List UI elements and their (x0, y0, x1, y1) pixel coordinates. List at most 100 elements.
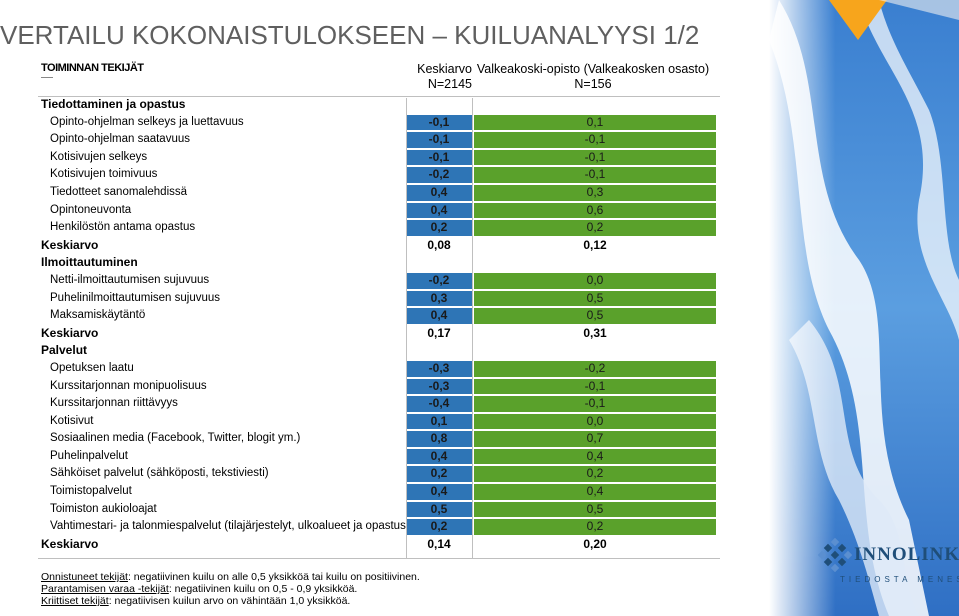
average-value-cell: 0,2 (406, 220, 472, 236)
average-value-cell: -0,1 (406, 132, 472, 148)
average-value-cell: -0,3 (406, 360, 472, 377)
table-row: Kurssitarjonnan riittävyys -0,4 -0,1 (38, 395, 720, 413)
row-label: Keskiarvo (41, 536, 99, 551)
table-row: Opintoneuvonta 0,4 0,6 (38, 202, 720, 220)
row-label: Opinto-ohjelman saatavuus (50, 133, 190, 146)
legend-term: Kriittiset tekijät (41, 595, 109, 607)
row-label: Keskiarvo (41, 237, 99, 252)
table-row: Sosiaalinen media (Facebook, Twitter, bl… (38, 430, 720, 448)
section-row: Palvelut (38, 342, 720, 360)
average-value-cell: -0,1 (406, 114, 472, 131)
page-title: VERTAILU KOKONAISTULOKSEEN – KUILUANALYY… (0, 20, 700, 50)
average-value-cell: 0,4 (406, 202, 472, 219)
legend-term: Parantamisen varaa -tekijät (41, 583, 169, 595)
institution-value-cell: 0,5 (474, 290, 716, 307)
institution-value-cell: 0,31 (583, 325, 607, 340)
row-label: Opetuksen laatu (50, 361, 134, 374)
table-row: Opinto-ohjelman selkeys ja luettavuus -0,… (38, 114, 720, 132)
row-label: Kotisivujen toimivuus (50, 168, 158, 181)
average-value-cell: 0,14 (427, 536, 451, 551)
institution-value-cell: -0,1 (474, 149, 716, 166)
row-label: Toimistopalvelut (50, 485, 132, 498)
innolink-logo: INNOLINK TIEDOSTA MENESTYS (816, 538, 959, 588)
legend-text: : negatiivisen kuilun arvo on vähintään … (108, 595, 351, 607)
institution-value-cell: -0,2 (474, 360, 716, 377)
section-row: Tiedottaminen ja opastus (38, 96, 720, 114)
row-label: Sosiaalinen media (Facebook, Twitter, bl… (50, 432, 301, 445)
average-value-cell: -0,1 (406, 149, 472, 166)
institution-value-cell: 0,3 (474, 184, 716, 201)
row-label: Puhelinpalvelut (50, 449, 129, 462)
institution-value-cell: 0,20 (583, 536, 607, 551)
table-bottom-divider (38, 557, 720, 559)
row-label: Puhelinilmoittautumisen sujuvuus (50, 291, 221, 304)
average-value-cell: 0,4 (406, 484, 472, 500)
legend: Onnistuneet tekijät: negatiivinen kuilu … (41, 571, 420, 607)
legend-term: Onnistuneet tekijät (41, 571, 128, 583)
row-label: Tiedottaminen ja opastus (41, 97, 186, 111)
row-label: Kotisivujen selkeys (50, 150, 148, 163)
institution-value-cell: 0,7 (474, 431, 716, 447)
row-label: Kotisivut (50, 414, 94, 427)
row-label: Kurssitarjonnan riittävyys (50, 397, 178, 410)
institution-value-cell: 0,0 (474, 272, 716, 289)
gap-analysis-table: TOIMINNAN TEKIJÄT Keskiarvo N=2145 Valke… (38, 58, 720, 559)
average-row: Keskiarvo 0,08 0,12 (38, 237, 720, 255)
column-divider (472, 98, 473, 558)
table-row: Toimiston aukioloajat 0,5 0,5 (38, 501, 720, 519)
institution-value-cell: 0,2 (474, 519, 716, 535)
row-label: Keskiarvo (41, 325, 99, 340)
institution-value-cell: 0,2 (474, 220, 716, 236)
institution-value-cell: 0,6 (474, 202, 716, 219)
institution-value-cell: 0,0 (474, 413, 716, 430)
average-value-cell: 0,2 (406, 466, 472, 483)
factors-header: TOIMINNAN TEKIJÄT (41, 62, 144, 74)
logo-mark-icon (818, 538, 852, 572)
table-row: Opetuksen laatu -0,3 -0,2 (38, 360, 720, 378)
row-label: Opintoneuvonta (50, 203, 132, 216)
average-value-cell: 0,08 (427, 237, 451, 252)
institution-value-cell: 0,4 (474, 484, 716, 500)
table-row: Opinto-ohjelman saatavuus -0,1 -0,1 (38, 131, 720, 149)
average-value-cell: 0,8 (406, 431, 472, 447)
sky-background (769, 0, 959, 616)
average-row: Keskiarvo 0,14 0,20 (38, 536, 720, 554)
table-row: Puhelinpalvelut 0,4 0,4 (38, 448, 720, 466)
table-row: Henkilöstön antama opastus 0,2 0,2 (38, 219, 720, 237)
institution-value-cell: -0,1 (474, 378, 716, 395)
row-label: Ilmoittautuminen (41, 255, 138, 270)
institution-value-cell: 0,5 (474, 501, 716, 518)
legend-line: Parantamisen varaa -tekijät: negatiivine… (41, 583, 420, 595)
institution-value-cell: 0,5 (474, 308, 716, 324)
row-label: Vahtimestari- ja talonmiespalvelut (tila… (50, 520, 410, 533)
legend-line: Kriittiset tekijät: negatiivisen kuilun … (41, 595, 420, 607)
column-header-institution: Valkeakoski-opisto (Valkeakosken osasto)… (476, 62, 710, 91)
average-value-cell: 0,4 (406, 308, 472, 324)
column-header-average: Keskiarvo N=2145 (417, 62, 472, 91)
table-row: Vahtimestari- ja talonmiespalvelut (tila… (38, 518, 720, 536)
table-body: Tiedottaminen ja opastus Opinto-ohjelman … (38, 96, 720, 553)
legend-line: Onnistuneet tekijät: negatiivinen kuilu … (41, 571, 420, 583)
average-value-cell: 0,2 (406, 519, 472, 535)
row-label: Sähköiset palvelut (sähköposti, tekstivi… (50, 467, 269, 480)
table-row: Maksamiskäytäntö 0,4 0,5 (38, 307, 720, 325)
average-value-cell: 0,17 (427, 325, 451, 340)
row-label: Toimiston aukioloajat (50, 502, 157, 515)
table-row: Toimistopalvelut 0,4 0,4 (38, 483, 720, 501)
institution-value-cell: 0,4 (474, 448, 716, 465)
logo-name: INNOLINK (854, 544, 959, 565)
table-row: Netti-ilmoittautumisen sujuvuus -0,2 0,0 (38, 272, 720, 290)
average-value-cell: 0,3 (406, 290, 472, 307)
legend-text: : negatiivinen kuilu on alle 0,5 yksikkö… (127, 571, 420, 583)
average-row: Keskiarvo 0,17 0,31 (38, 325, 720, 343)
row-label: Palvelut (41, 343, 88, 358)
average-value-cell: 0,1 (406, 413, 472, 430)
row-label: Maksamiskäytäntö (50, 309, 146, 322)
table-row: Tiedotteet sanomalehdissä 0,4 0,3 (38, 184, 720, 202)
logo-tagline: TIEDOSTA MENESTYS (840, 575, 959, 584)
legend-text: : negatiivinen kuilu on 0,5 - 0,9 yksikk… (168, 583, 358, 595)
table-row: Kotisivujen selkeys -0,1 -0,1 (38, 149, 720, 167)
table-row: Kurssitarjonnan monipuolisuus -0,3 -0,1 (38, 378, 720, 396)
institution-value-cell: 0,12 (583, 237, 607, 252)
institution-value-cell: 0,1 (474, 114, 716, 131)
